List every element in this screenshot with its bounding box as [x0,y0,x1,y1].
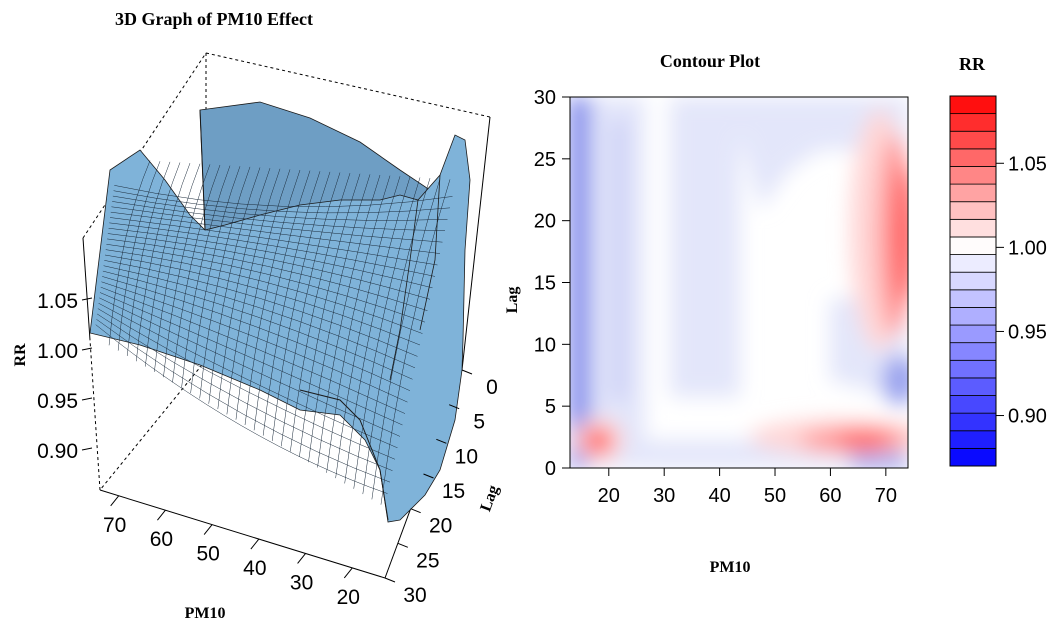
surface-plot: 3D Graph of PM10 Effect 0 [12,9,502,622]
surface-y-tick-mark [436,438,447,444]
surface-y-tick-mark [397,542,409,548]
surface-z-tick-mark [81,297,93,301]
surface-z-tick-label: 1.00 [37,340,78,363]
contour-x-tick-label: 20 [598,485,620,507]
contour-y-tick-label: 0 [545,458,556,480]
colorbar-title: RR [959,54,986,74]
colorbar-swatch [949,377,997,396]
colorbar-ticks: 1.05 1.00 0.95 0.90 [996,153,1047,428]
surface-y-tick-label: 30 [403,584,426,607]
surface-x-tick-mark [297,553,306,564]
surface-y-tick-mark [461,369,473,375]
surface-z-tick-label: 0.95 [37,390,78,413]
surface-x-tick-mark [343,567,353,579]
surface-y-tick-label: 0 [486,376,498,399]
colorbar-swatch [949,289,997,308]
surface-x-tick-mark [157,509,166,521]
surface-z-tick-label: 1.05 [37,290,78,313]
contour-x-tick-label: 30 [653,485,675,507]
surface-x-tick-label: 40 [243,557,266,580]
colorbar-swatch [949,447,997,467]
colorbar-swatch [949,307,997,326]
contour-x-label: PM10 [710,559,751,576]
surface-z-tick-mark [81,397,93,401]
colorbar-swatch [949,254,997,273]
surface-y-tick-mark [410,508,421,514]
surface-y-tick-label: 20 [429,515,452,538]
surface-x-tick-label: 20 [337,586,360,609]
surface-mesh [89,101,471,523]
surface-z-tick-label: 0.90 [37,440,78,463]
colorbar-swatch [949,113,997,132]
contour-title: Contour Plot [660,51,760,71]
colorbar-swatch [949,130,997,150]
surface-y-tick-label: 25 [416,549,439,572]
surface-y-tick-mark [423,473,434,479]
surface-x-tick-label: 60 [150,528,173,551]
colorbar-tick-label: 0.90 [1008,406,1047,428]
surface-x-tick-label: 70 [103,514,126,537]
contour-field [570,97,908,468]
colorbar-tick-label: 1.05 [1008,153,1047,175]
surface-y-tick-mark [384,577,396,583]
surface-z-tick-mark [81,447,93,451]
colorbar-swatch [949,412,997,432]
contour-x-axis: 20 30 40 50 60 70 [598,468,897,507]
colorbar-swatch [949,236,997,255]
surface-title: 3D Graph of PM10 Effect [115,9,313,29]
surface-x-tick-mark [203,524,213,535]
colorbar-swatch [949,271,997,291]
surface-x-tick-label: 50 [196,543,219,566]
colorbar-swatch [949,148,997,167]
colorbar-swatch [949,218,997,238]
colorbar-swatch [949,324,997,344]
colorbar-swatch [949,183,997,203]
contour-x-tick-label: 60 [819,485,841,507]
surface-z-label: RR [12,343,29,367]
contour-x-tick-label: 70 [875,485,897,507]
contour-y-tick-label: 10 [534,334,556,356]
contour-x-tick-label: 50 [764,485,786,507]
contour-y-axis: 0 5 10 15 20 25 30 [534,87,570,480]
surface-z-tick-mark [81,347,93,351]
surface-x-label: PM10 [185,605,226,622]
surface-y-tick-mark [448,404,460,410]
colorbar-swatch [949,342,997,361]
contour-y-tick-label: 15 [534,273,556,295]
surface-x-tick-label: 30 [290,571,313,594]
colorbar-swatch [949,166,997,185]
contour-y-label: Lag [504,287,521,314]
contour-plot: Contour Plot [504,51,909,576]
surface-y-tick-label: 15 [442,480,465,503]
surface-x-axis: 70 60 50 40 30 20 PM10 [103,495,360,622]
colorbar-swatches [949,95,997,467]
contour-y-tick-label: 30 [534,87,556,109]
contour-x-tick-label: 40 [708,485,730,507]
surface-z-axis: 0.90 0.95 1.00 1.05 RR [12,290,93,463]
colorbar-swatch [949,430,997,449]
colorbar-swatch [949,201,997,220]
colorbar: RR 1.05 1.00 0.95 0.90 [949,54,1047,467]
surface-x-tick-mark [110,495,120,507]
colorbar-tick-label: 1.00 [1008,237,1047,259]
colorbar-tick-label: 0.95 [1008,321,1047,343]
surface-x-tick-mark [250,538,260,550]
surface-y-tick-label: 5 [473,411,485,434]
colorbar-swatch [949,359,997,379]
surface-y-label: Lag [477,483,502,514]
contour-y-tick-label: 20 [534,211,556,233]
contour-y-tick-label: 5 [545,396,556,418]
colorbar-swatch [949,395,997,414]
surface-y-axis: 05 10 15 20 25 30 Lag [384,369,502,607]
surface-y-tick-label: 10 [455,445,478,468]
contour-y-tick-label: 25 [534,149,556,171]
colorbar-swatch [949,95,997,115]
